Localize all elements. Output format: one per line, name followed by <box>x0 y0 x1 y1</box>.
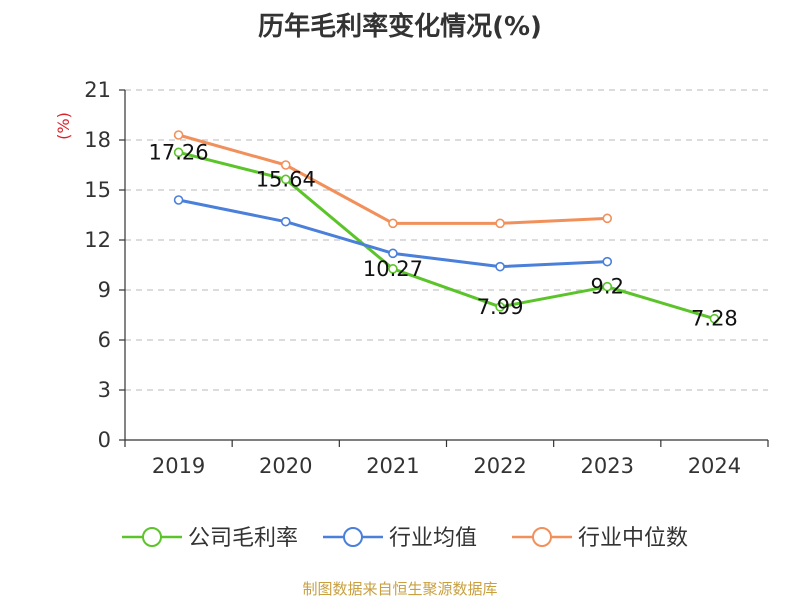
x-tick-label-2020: 2020 <box>259 454 312 478</box>
y-tick-label-6: 6 <box>98 328 111 352</box>
data-point-s0-2024 <box>709 313 720 324</box>
data-labels: 17.26 15.64 10.27 7.99 9.2 7.28 <box>149 140 738 330</box>
y-tick-label-9: 9 <box>98 278 111 302</box>
legend-marker-1 <box>343 527 363 547</box>
series-line-2 <box>178 133 608 225</box>
data-point-s0-2023 <box>602 281 613 292</box>
data-point-s2-2023 <box>602 213 613 224</box>
data-point-s1-2022 <box>495 261 505 272</box>
grid-lines <box>125 89 768 391</box>
x-tick-label-2023: 2023 <box>581 454 634 478</box>
y-tick-label-0: 0 <box>98 428 111 452</box>
data-point-s1-2020 <box>280 216 291 227</box>
data-point-s1-2019 <box>173 195 184 205</box>
x-tick-label-2022: 2022 <box>473 454 526 478</box>
data-label-2024: 7.28 <box>691 307 738 331</box>
x-tick-label-2019: 2019 <box>152 454 205 478</box>
data-point-s0-2022 <box>495 302 505 312</box>
legend-label-2: 行业中位数 <box>578 526 688 551</box>
axes: 0 3 6 9 12 15 18 21 2019 2020 2021 2022 2023 2024 <box>84 78 769 478</box>
y-tick-label-21: 21 <box>84 78 111 102</box>
source-note: 制图数据来自恒生聚源数据库 <box>302 580 498 598</box>
data-label-2021: 10.27 <box>363 257 423 281</box>
data-point-s2-2022 <box>495 218 505 229</box>
x-tick-label-2021: 2021 <box>366 454 419 478</box>
data-point-s1-2023 <box>602 256 613 267</box>
data-point-s1-2021 <box>388 248 398 259</box>
x-tick-label-2024: 2024 <box>688 454 741 478</box>
data-point-s0-2021 <box>388 264 398 274</box>
y-tick-label-3: 3 <box>98 378 111 402</box>
legend-label-1: 行业均值 <box>389 526 477 551</box>
y-tick-label-12: 12 <box>84 228 111 252</box>
data-point-s0-2019 <box>173 147 184 158</box>
data-label-2023: 9.2 <box>591 275 624 299</box>
data-point-s0-2020 <box>280 174 291 185</box>
series-line-0 <box>178 150 715 321</box>
y-tick-label-15: 15 <box>84 178 111 202</box>
data-label-2019: 17.26 <box>149 140 209 164</box>
legend-marker-2 <box>532 527 552 547</box>
data-point-s2-2021 <box>388 218 398 229</box>
legend-label-0: 公司毛利率 <box>188 526 298 551</box>
y-axis-unit-label: (%) <box>54 112 73 140</box>
series-lines <box>173 130 720 324</box>
legend: 公司毛利率 行业均值 行业中位数 <box>122 526 688 551</box>
data-point-s2-2019 <box>173 130 184 140</box>
y-tick-label-18: 18 <box>84 128 111 152</box>
data-point-s2-2020 <box>280 160 291 170</box>
chart-title: 历年毛利率变化情况(%) <box>258 12 542 42</box>
data-label-2022: 7.99 <box>477 295 524 319</box>
legend-marker-0 <box>142 527 162 547</box>
data-label-2020: 15.64 <box>256 167 316 191</box>
